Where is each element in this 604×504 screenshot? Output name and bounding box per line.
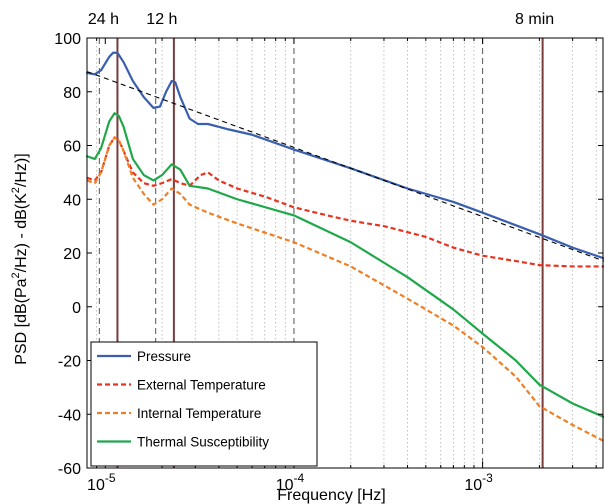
y-tick-label: 80 (63, 85, 81, 102)
legend-label: Internal Temperature (137, 406, 261, 421)
y-tick-label: 60 (63, 139, 81, 156)
y-tick-label: 0 (72, 300, 81, 317)
legend: Pressure External Temperature Internal Tem… (90, 341, 318, 467)
y-tick-label: -40 (58, 407, 81, 424)
y-tick-label: 20 (63, 246, 81, 263)
y-tick-label: -20 (58, 354, 81, 371)
series-lines (85, 51, 604, 443)
series-thermal-susceptibility (85, 112, 604, 419)
y-tick-label: 100 (54, 31, 81, 48)
series-pressure (85, 51, 604, 260)
period-labels: 24 h 12 h 8 min (88, 11, 554, 28)
y-axis-label: PSD [dB(Pa2/Hz) - dB(K2/Hz)] (10, 153, 30, 364)
y-tick-label: 40 (63, 192, 81, 209)
period-label: 24 h (88, 11, 119, 28)
y-axis-ticks: -60 -40 -20 0 20 40 60 80 100 (54, 31, 603, 478)
trend-line (86, 71, 604, 262)
x-tick-label: 10-3 (464, 471, 493, 494)
legend-box (90, 341, 318, 467)
y-tick-label: -60 (58, 461, 81, 478)
period-label: 8 min (515, 11, 554, 28)
legend-label: External Temperature (137, 378, 266, 393)
series-external-temperature (86, 136, 604, 268)
x-tick-label: 10-5 (87, 471, 116, 494)
series-internal-temperature (86, 136, 604, 443)
legend-label: Thermal Susceptibility (137, 435, 269, 450)
x-axis-label: Frequency [Hz] (277, 487, 385, 504)
period-label: 12 h (146, 11, 177, 28)
legend-label: Pressure (137, 349, 191, 364)
